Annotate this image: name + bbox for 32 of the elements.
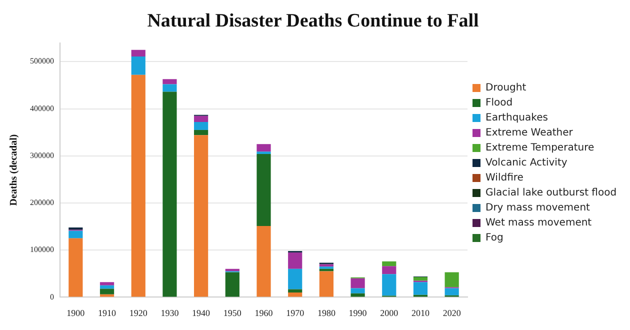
legend-label: Volcanic Activity — [486, 158, 568, 169]
y-tick-label: 200000 — [30, 198, 54, 208]
legend-label: Glacial lake outburst flood — [486, 188, 617, 199]
y-tick-label: 100000 — [30, 245, 54, 254]
x-tick-label: 1910 — [98, 308, 117, 318]
x-tick-label: 1920 — [129, 308, 148, 318]
x-tick-label: 2000 — [380, 308, 399, 318]
y-tick-label: 400000 — [30, 104, 54, 113]
y-tick-label: 0 — [50, 292, 54, 302]
x-tick-label: 1930 — [160, 308, 180, 318]
legend-label: Drought — [486, 82, 526, 94]
legend-label: Extreme Weather — [486, 128, 574, 139]
legend-label: Extreme Temperature — [486, 142, 594, 154]
x-tick-label: 1900 — [66, 308, 86, 318]
x-tick-label: 1940 — [192, 308, 211, 318]
y-axis-title: Deaths (decadal) — [8, 134, 20, 206]
x-tick-label: 1960 — [254, 308, 274, 318]
x-tick-label: 2010 — [411, 308, 430, 318]
legend-label: Earthquakes — [486, 112, 548, 124]
legend-label: Flood — [486, 98, 513, 109]
x-tick-label: 1970 — [286, 308, 305, 318]
y-tick-label: 300000 — [30, 150, 54, 160]
chart-title: Natural Disaster Deaths Continue to Fall — [147, 10, 479, 32]
x-tick-label: 1950 — [223, 308, 242, 318]
y-tick-label: 500000 — [30, 56, 54, 66]
legend-label: Wildfire — [486, 172, 524, 184]
legend-label: Fog — [486, 232, 504, 244]
x-tick-label: 1990 — [348, 308, 368, 318]
legend-label: Dry mass movement — [486, 202, 590, 214]
x-tick-label: 1980 — [317, 308, 336, 318]
x-tick-label: 2020 — [442, 308, 462, 318]
legend-label: Wet mass movement — [486, 218, 592, 229]
